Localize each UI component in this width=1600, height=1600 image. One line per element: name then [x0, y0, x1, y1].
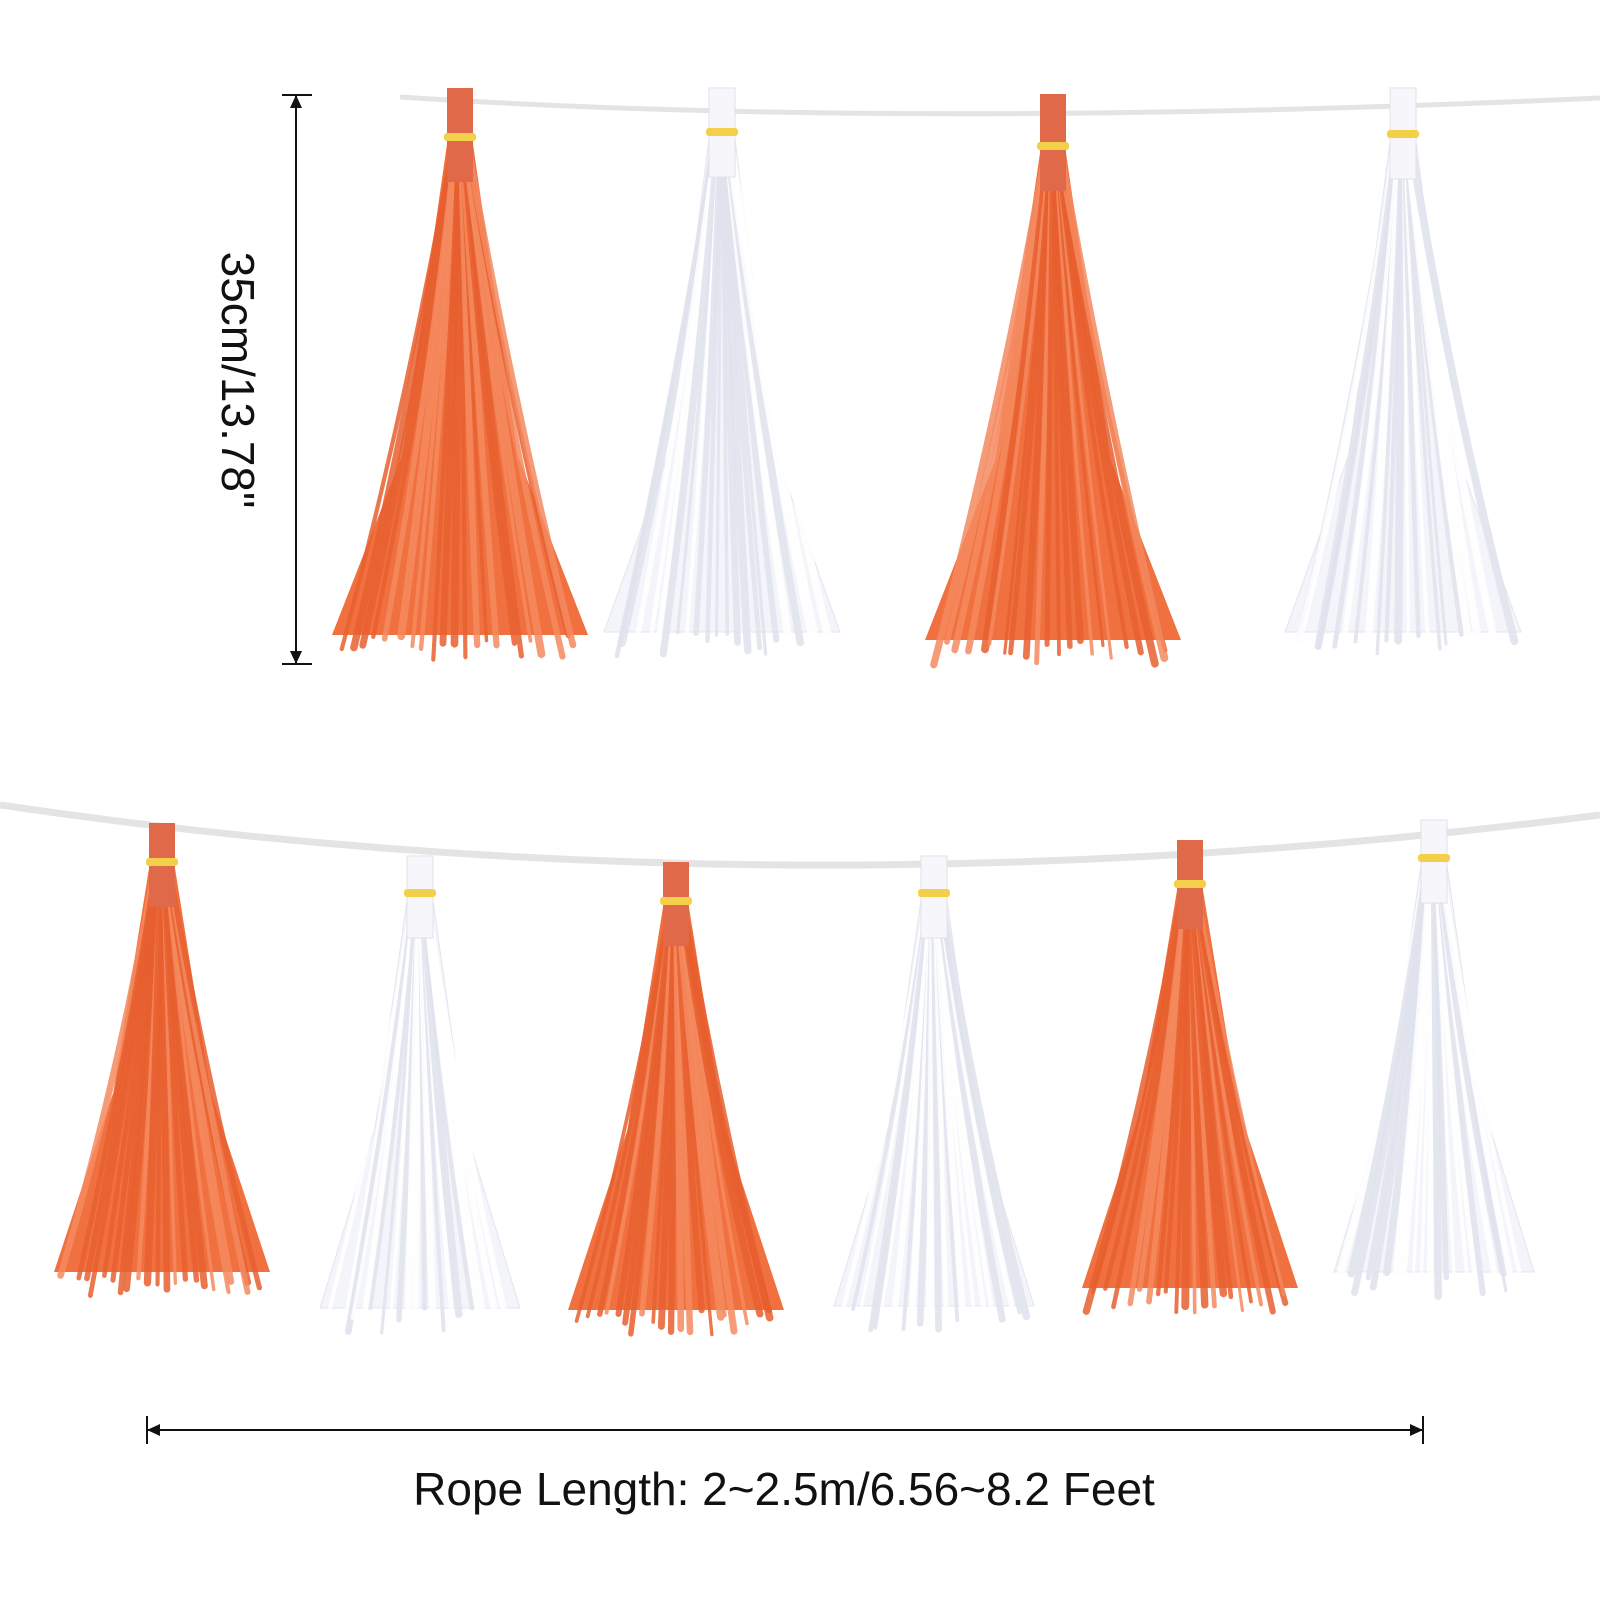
tassel-white — [1284, 87, 1522, 659]
tassel-strand — [167, 869, 263, 1291]
tassel-orange — [54, 823, 270, 1298]
tassel-clip — [706, 128, 738, 136]
arrow-down-icon — [290, 651, 302, 664]
rope-top — [399, 94, 1600, 117]
rope-bottom — [0, 801, 1600, 869]
tassel-white — [603, 87, 841, 659]
tassel-strand — [1407, 140, 1519, 646]
tassel-strand — [987, 154, 1051, 646]
tassel-clip — [1387, 130, 1419, 138]
arrow-right-icon — [1410, 1424, 1423, 1436]
tassel-strand — [938, 899, 1031, 1321]
tassel-strand — [1432, 865, 1450, 1281]
arrow-up-icon — [290, 95, 302, 108]
tassel-orange — [925, 94, 1181, 669]
tassel-clip — [918, 889, 950, 897]
tassel-strand — [1054, 154, 1105, 648]
tassel-white — [833, 855, 1035, 1334]
tassel-white — [319, 855, 521, 1336]
tassel-strand — [450, 143, 464, 648]
tassel-strand — [1044, 153, 1056, 648]
rope-length-label: Rope Length: 2~2.5m/6.56~8.2 Feet — [413, 1463, 1155, 1515]
tassel-strand — [851, 901, 929, 1312]
tassel-strand — [659, 138, 722, 658]
tassel-strand — [1363, 140, 1405, 659]
tassel-strand — [464, 143, 577, 649]
tassel-strand — [1051, 152, 1084, 645]
tassel-strand — [1403, 142, 1442, 651]
tassel-strand — [1394, 140, 1407, 645]
tassel-clip — [444, 133, 476, 141]
tassel-strand — [680, 907, 774, 1322]
tassel-strand — [1181, 890, 1194, 1311]
tassel-strand — [715, 140, 724, 637]
tassel-white — [1333, 819, 1535, 1300]
tassel-orange — [332, 88, 588, 662]
tassel-orange — [1082, 840, 1298, 1315]
tassel-clip — [1174, 880, 1206, 888]
tassel-clip — [1418, 854, 1450, 862]
tassel-clip — [404, 889, 436, 897]
tassel-strand — [705, 139, 724, 644]
tassel-strand — [426, 901, 508, 1330]
arrow-left-icon — [147, 1424, 160, 1436]
tassel-strand — [1057, 152, 1169, 663]
tassel-clip — [146, 858, 178, 866]
tassel-strand — [726, 138, 835, 654]
tassel-clip — [660, 897, 692, 905]
tassel-strand — [159, 868, 171, 1293]
tassel-strand — [1191, 891, 1234, 1300]
tassel-clip — [1037, 142, 1069, 150]
tassel-strand — [722, 139, 763, 651]
tassel-strand — [1439, 865, 1527, 1297]
tassel-strand — [458, 143, 481, 649]
height-dimension-label: 35cm/13.78" — [212, 251, 264, 509]
tassel-strand — [1196, 892, 1286, 1297]
tassel-strand — [1397, 864, 1435, 1298]
tassel-strand — [1053, 154, 1094, 656]
tassel-orange — [568, 862, 784, 1337]
tassel-strand — [1402, 141, 1430, 648]
tassel-strand — [368, 901, 418, 1311]
tassel-strand — [1082, 890, 1186, 1315]
